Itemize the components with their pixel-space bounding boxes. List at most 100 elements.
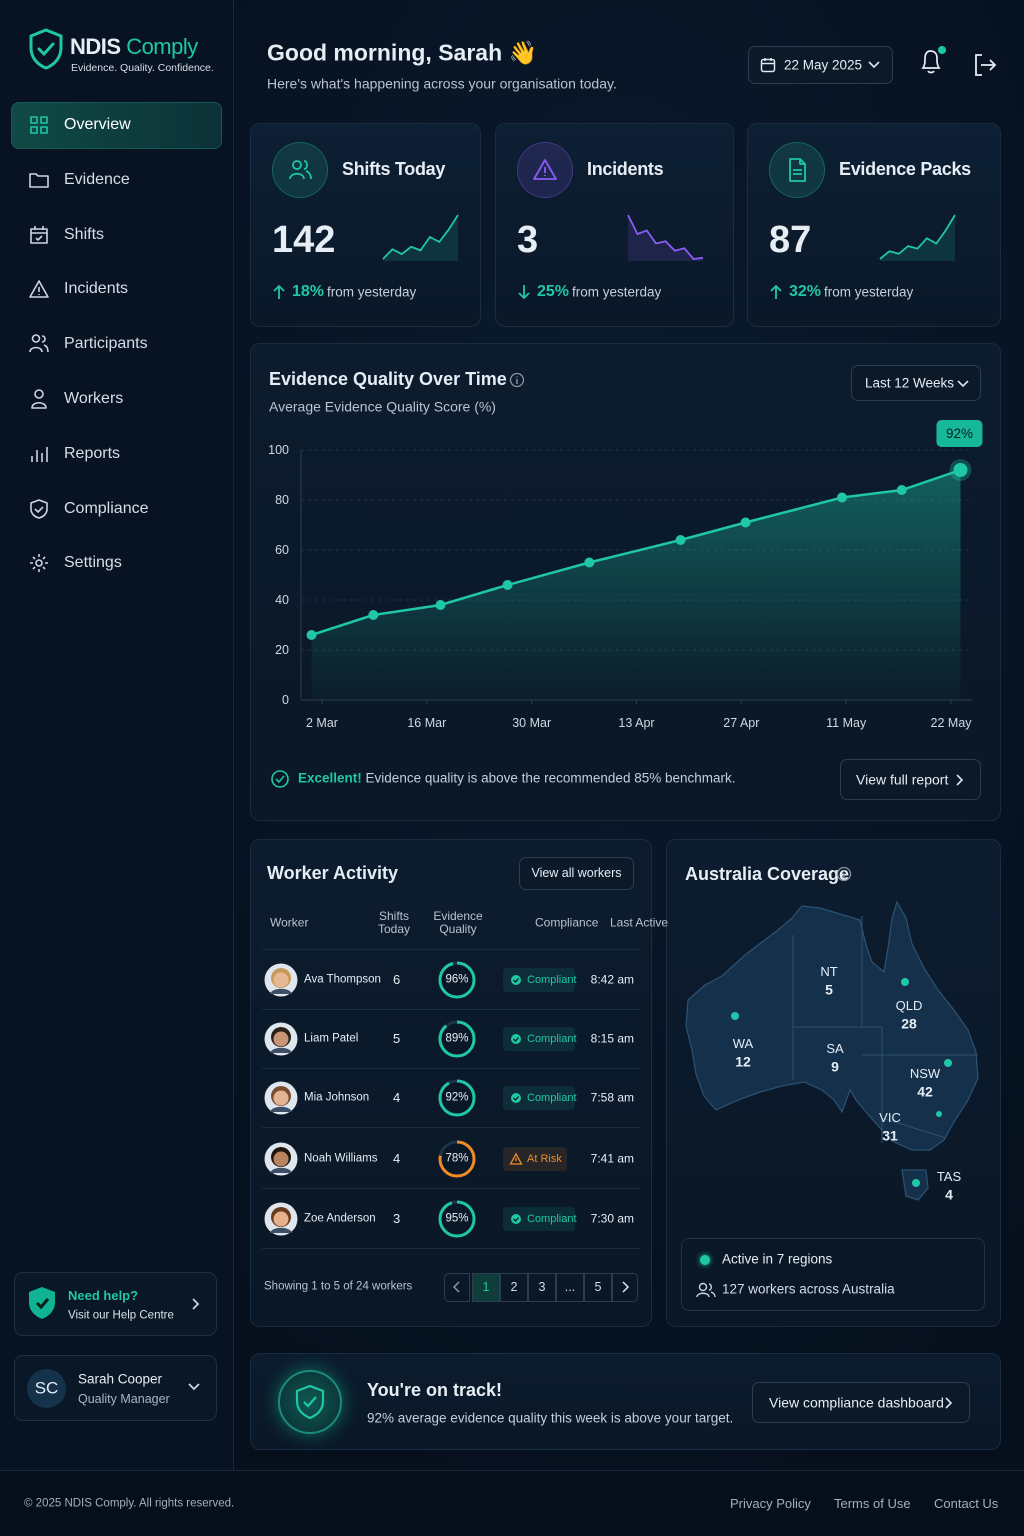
nav-label: Evidence	[64, 171, 130, 188]
chevron	[945, 1397, 953, 1409]
quality-ring	[438, 1200, 476, 1238]
footer-link[interactable]: Contact Us	[934, 1495, 999, 1511]
column-header: Worker	[270, 915, 309, 930]
icon-shape	[513, 1037, 519, 1042]
nav-label: Reports	[64, 445, 121, 462]
quality-ring	[438, 1079, 476, 1117]
quality-ring	[438, 961, 476, 999]
info-icon[interactable]	[836, 866, 852, 882]
logout[interactable]	[972, 52, 998, 78]
page-label: 5	[594, 1280, 602, 1295]
sparkline	[879, 214, 956, 261]
view-workers-text: View all workers	[531, 866, 622, 881]
row-divider	[262, 1248, 640, 1249]
status-icon	[511, 1093, 521, 1103]
status-icon	[509, 1152, 523, 1165]
region-name: QLD	[895, 997, 923, 1013]
australia-map	[685, 900, 979, 1201]
nav-icon	[30, 116, 48, 134]
banner-title: You're on track!	[367, 1380, 502, 1401]
page-button[interactable]	[528, 1273, 556, 1302]
notifications[interactable]	[918, 44, 946, 78]
page-button[interactable]	[556, 1273, 584, 1302]
point	[740, 517, 751, 528]
page-button[interactable]	[584, 1273, 612, 1302]
status-icon	[511, 1214, 521, 1224]
chevron	[188, 1383, 200, 1391]
nav-label: Compliance	[64, 499, 149, 517]
change-arrow	[770, 284, 782, 299]
page-button[interactable]	[500, 1273, 528, 1302]
note-text: Evidence quality is above the recommende…	[365, 770, 736, 786]
brand: NDIS Comply	[70, 34, 198, 59]
y-tick-label: 0	[282, 693, 289, 707]
x-tick-label: 27 Apr	[723, 716, 759, 730]
stat-change: 25%	[537, 283, 570, 301]
nav-icon	[30, 225, 48, 244]
info-icon[interactable]	[509, 372, 525, 388]
quality-label: 95%	[445, 1212, 469, 1225]
chevron	[868, 61, 880, 69]
nav-item[interactable]	[11, 102, 222, 149]
nav-icon	[31, 389, 47, 409]
footer-link[interactable]: Terms of Use	[834, 1495, 911, 1511]
region-count: 5	[825, 981, 833, 998]
column-header: Last Active	[610, 915, 669, 930]
nav-icon	[29, 172, 49, 188]
region-count: 9	[831, 1058, 839, 1075]
icon-shape	[533, 159, 557, 180]
arrow	[770, 284, 782, 299]
avatar-body	[270, 988, 292, 994]
avatar-face	[273, 1090, 289, 1106]
row-divider	[262, 1009, 640, 1010]
help-box[interactable]	[14, 1272, 217, 1336]
nav-icon	[31, 446, 48, 462]
status-label: Compliant	[527, 1032, 577, 1045]
footer-bar	[0, 1470, 1024, 1536]
icon-shape	[509, 1152, 523, 1165]
stat-value: 3	[517, 219, 539, 262]
x-tick-label: 16 Mar	[407, 716, 446, 730]
ring-arc	[438, 961, 476, 999]
footer-link[interactable]: Privacy Policy	[730, 1495, 811, 1511]
compliance-button[interactable]	[752, 1382, 970, 1423]
icon-shape	[30, 225, 48, 244]
worker-name: Zoe Anderson	[304, 1212, 376, 1225]
page-label: ...	[564, 1280, 576, 1295]
status-label: Compliant	[527, 973, 577, 986]
chevron	[452, 1281, 460, 1293]
avatar-face	[273, 1151, 289, 1167]
worker-name: Mia Johnson	[304, 1091, 370, 1104]
sparkline-area	[383, 215, 458, 261]
ring-arc	[438, 1079, 476, 1117]
view-report-button[interactable]	[840, 759, 981, 800]
nav-label: Settings	[64, 554, 122, 572]
avatar	[27, 1369, 66, 1408]
icon-shape	[30, 498, 48, 519]
sparkline-line	[627, 214, 704, 260]
change-arrow	[273, 284, 285, 299]
stat-icon-glyph	[533, 159, 557, 180]
nav-label: Overview	[64, 116, 131, 134]
status-icon	[511, 1034, 521, 1044]
header-subtitle: Here's what's happening across your orga…	[267, 75, 617, 92]
page-next[interactable]	[612, 1273, 638, 1302]
page-label: 2	[510, 1280, 518, 1295]
worker-shifts: 6	[393, 971, 401, 987]
banner-icon	[278, 1370, 342, 1434]
y-tick-label: 100	[268, 443, 289, 457]
point	[953, 463, 968, 477]
avatar-face	[273, 1211, 289, 1227]
icon-shape	[31, 446, 48, 462]
nav-label: Workers	[64, 390, 124, 408]
page-prev[interactable]	[444, 1273, 470, 1302]
view-workers-button[interactable]	[519, 857, 634, 890]
stat-change: 18%	[292, 283, 325, 301]
region-count: 12	[735, 1053, 751, 1070]
x-tick-label: 22 May	[931, 716, 973, 730]
region-count: 4	[945, 1186, 953, 1203]
worker-shifts: 4	[393, 1089, 401, 1105]
sparkline-area	[628, 215, 703, 261]
page-button[interactable]	[472, 1273, 500, 1302]
date-picker[interactable]	[748, 46, 893, 84]
